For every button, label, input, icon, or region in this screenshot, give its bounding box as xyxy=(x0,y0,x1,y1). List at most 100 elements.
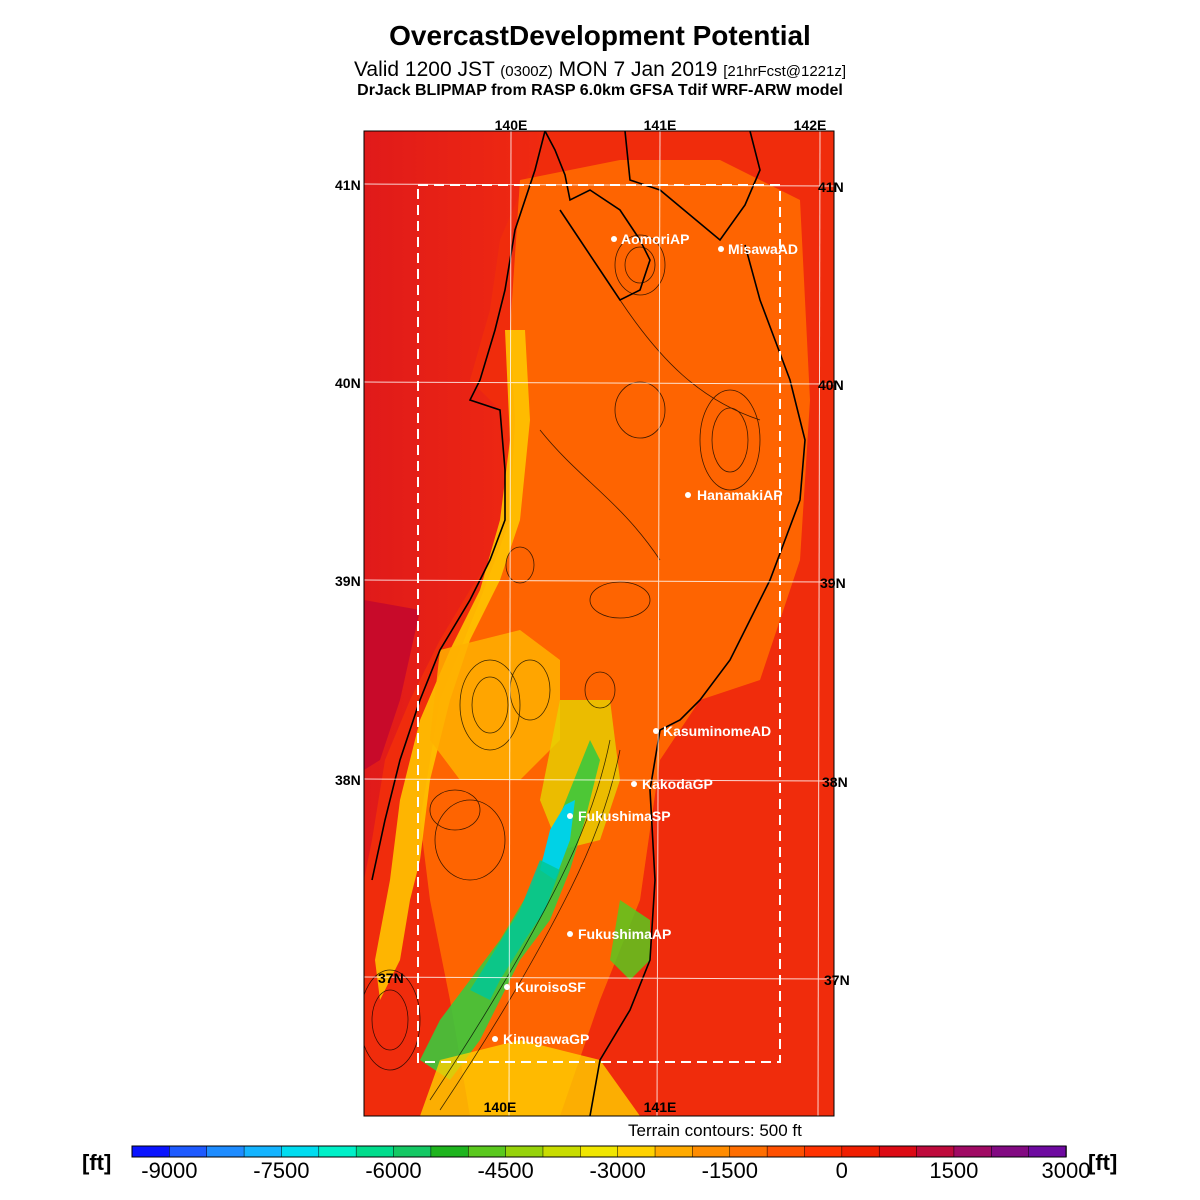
station-label: KinugawaGP xyxy=(503,1031,589,1047)
inland-amber-region xyxy=(430,630,560,780)
lat-label-left: 40N xyxy=(335,375,361,391)
colorbar-swatch xyxy=(505,1145,544,1158)
negative-green-patch xyxy=(610,900,650,980)
colorbar-swatch xyxy=(131,1145,171,1158)
station-fukushimasp[interactable]: FukushimaSP xyxy=(567,808,671,824)
colorbar-swatch xyxy=(692,1145,731,1158)
lat-label-right: 41N xyxy=(818,179,844,195)
map-title: OvercastDevelopment Potential xyxy=(389,20,811,51)
colorbar-swatch xyxy=(169,1145,208,1158)
lon-label-top: 141E xyxy=(644,117,677,133)
lat-label-left: 39N xyxy=(335,573,361,589)
sea-dark-region xyxy=(364,600,420,770)
colorbar-swatch xyxy=(654,1145,694,1158)
colorbar-swatch xyxy=(206,1145,245,1158)
station-label: FukushimaAP xyxy=(578,926,671,942)
coastline xyxy=(371,131,806,1116)
terrain-note: Terrain contours: 500 ft xyxy=(628,1121,802,1140)
lon-label-bottom: 141E xyxy=(644,1099,677,1115)
lon-label-bottom: 140E xyxy=(484,1099,517,1115)
valid-utc: (0300Z) xyxy=(500,63,553,80)
colorbar-swatch xyxy=(318,1145,357,1158)
station-aomoriap[interactable]: AomoriAP xyxy=(611,231,689,247)
colorbar-tick-label: -9000 xyxy=(141,1158,197,1183)
colorbar-tick-label: -7500 xyxy=(253,1158,309,1183)
negative-green-band xyxy=(420,740,600,1080)
lat-label-left: 38N xyxy=(335,772,361,788)
station-label: KuroisoSF xyxy=(515,979,586,995)
lat-label-right: 38N xyxy=(822,774,848,790)
colorbar-swatch xyxy=(542,1145,582,1158)
colorbar-swatch xyxy=(355,1145,395,1158)
station-marker xyxy=(611,236,617,242)
valid-date: MON 7 Jan 2019 xyxy=(558,58,718,81)
station-marker xyxy=(631,781,637,787)
colorbar-swatch xyxy=(281,1145,320,1158)
station-label: AomoriAP xyxy=(621,231,689,247)
station-marker xyxy=(567,813,573,819)
colorbar-swatch xyxy=(1028,1145,1067,1158)
station-kasuminomead[interactable]: KasuminomeAD xyxy=(653,723,771,739)
station-fukushimaap[interactable]: FukushimaAP xyxy=(567,926,671,942)
colorbar-tick-label: 3000 xyxy=(1042,1158,1091,1183)
station-marker xyxy=(653,728,659,734)
station-hanamakiap[interactable]: HanamakiAP xyxy=(685,487,783,503)
station-label: KasuminomeAD xyxy=(663,723,771,739)
colorbar-tick-label: -6000 xyxy=(365,1158,421,1183)
graticule xyxy=(364,131,834,1116)
station-marker xyxy=(718,246,724,252)
station-label: HanamakiAP xyxy=(697,487,783,503)
station-marker xyxy=(567,931,573,937)
bottom-yellow-region xyxy=(420,1040,640,1116)
station-marker xyxy=(685,492,691,498)
sea-region xyxy=(364,131,545,880)
colorbar-swatch xyxy=(430,1145,469,1158)
station-kinugawagp[interactable]: KinugawaGP xyxy=(492,1031,589,1047)
lat-label-left: 41N xyxy=(335,177,361,193)
colorbar-swatch xyxy=(243,1145,283,1158)
colorbar-swatch xyxy=(467,1145,507,1158)
station-label: KakodaGP xyxy=(642,776,713,792)
station-label: FukushimaSP xyxy=(578,808,671,824)
colorbar-tick-label: -1500 xyxy=(702,1158,758,1183)
station-label: MisawaAD xyxy=(728,241,798,257)
colorbar-swatch xyxy=(729,1145,768,1158)
model-subtitle: DrJack BLIPMAP from RASP 6.0km GFSA Tdif… xyxy=(357,82,843,99)
lat-label-left: 37N xyxy=(378,970,404,986)
lat-label-right: 39N xyxy=(820,575,846,591)
colorbar xyxy=(131,1145,1067,1158)
valid-prefix: Valid 1200 JST xyxy=(353,58,495,81)
colorbar-swatch xyxy=(878,1145,918,1158)
negative-teal-band xyxy=(470,860,560,1000)
lon-label-top: 140E xyxy=(495,117,528,133)
colorbar-ticks: -9000 -7500 -6000 -4500 -3000 -1500 0 1500 3000 xyxy=(141,1158,1090,1183)
colorbar-swatch xyxy=(766,1145,806,1158)
colorbar-tick-label: 1500 xyxy=(929,1158,978,1183)
lat-label-right: 40N xyxy=(818,377,844,393)
colorbar-swatch xyxy=(580,1145,619,1158)
colorbar-swatch xyxy=(916,1145,955,1158)
colorbar-swatch xyxy=(617,1145,656,1158)
station-kuroisosf[interactable]: KuroisoSF xyxy=(504,979,586,995)
lat-label-right: 37N xyxy=(824,972,850,988)
colorbar-frame xyxy=(131,1145,1067,1158)
colorbar-unit-left: [ft] xyxy=(82,1150,112,1175)
colorbar-tick-label: 0 xyxy=(836,1158,848,1183)
map-frame xyxy=(363,130,835,1117)
colorbar-swatch xyxy=(841,1145,880,1158)
valid-time: Valid 1200 JST (0300Z) MON 7 Jan 2019 [2… xyxy=(0,58,1200,82)
lon-label-top: 142E xyxy=(794,117,827,133)
colorbar-tick-label: -3000 xyxy=(590,1158,646,1183)
colorbar-swatch xyxy=(804,1145,843,1158)
station-marker xyxy=(492,1036,498,1042)
colorbar-tick-label: -4500 xyxy=(477,1158,533,1183)
forecast-info: [21hrFcst@1221z] xyxy=(723,63,847,80)
negative-cyan-core xyxy=(540,800,575,880)
station-marker xyxy=(504,984,510,990)
station-misawaad[interactable]: MisawaAD xyxy=(718,241,798,257)
colorbar-swatch xyxy=(953,1145,993,1158)
station-kakodagp[interactable]: KakodaGP xyxy=(631,776,713,792)
overcast-field xyxy=(364,131,834,1116)
colorbar-swatch xyxy=(991,1145,1030,1158)
